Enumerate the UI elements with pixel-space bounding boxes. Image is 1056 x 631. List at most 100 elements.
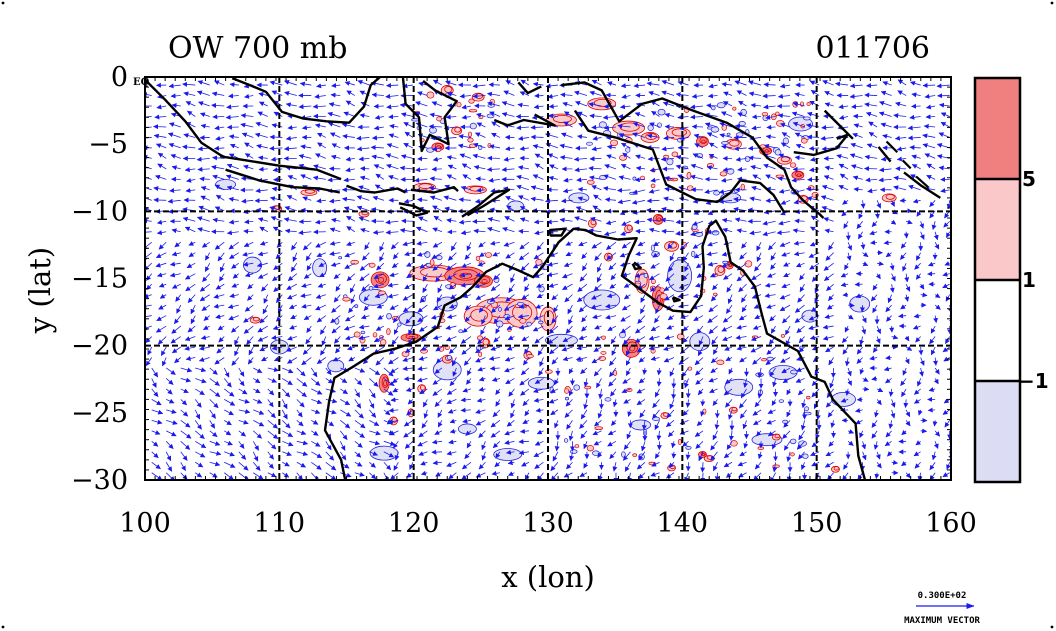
wind-vector (331, 83, 341, 88)
ow-contour-speck (426, 147, 435, 153)
ow-blob (667, 464, 676, 472)
ow-blob (398, 311, 424, 327)
ow-contour-speck (801, 138, 808, 144)
wind-vector (431, 166, 442, 172)
ow-contour-speck (498, 307, 502, 312)
ow-blob-core (383, 380, 388, 387)
plot-title-right: 011706 (815, 31, 930, 66)
ow-blob-fill (451, 126, 463, 136)
ow-contour-speck (719, 171, 728, 177)
ow-blob (728, 406, 738, 414)
ow-blob (660, 412, 670, 419)
corner-mark-top-right (1050, 1, 1054, 5)
ow-contour-speck (806, 395, 811, 400)
colorbar-bin-weak (975, 179, 1020, 280)
ow-contour-speck (761, 112, 769, 117)
x-tick-label: 160 (925, 508, 977, 539)
ow-blob (507, 200, 525, 212)
y-axis-tick-labels: 0 −5 −10 −15 −20 −25 −30 (71, 62, 128, 496)
ow-contour-speck (713, 292, 718, 297)
ow-blob (378, 373, 390, 393)
ow-blob-fill (545, 333, 578, 347)
ow-contour-speck (686, 171, 692, 180)
ow-contour-speck (778, 399, 785, 403)
ow-contour-speck (420, 348, 428, 354)
wind-vector (388, 114, 399, 120)
ow-blob (539, 306, 557, 332)
ow-contour-speck (650, 278, 656, 284)
wind-vector (708, 83, 718, 89)
wind-vector (418, 81, 428, 87)
ow-contour-speck (685, 445, 692, 450)
ow-contour-speck (487, 142, 492, 148)
wind-vector (620, 83, 631, 89)
wind-vector (214, 80, 225, 86)
ow-contour-speck (338, 256, 343, 260)
ow-contour-speck (782, 419, 789, 424)
ow-contour-speck (790, 369, 798, 375)
ow-blob (249, 316, 261, 324)
ow-contour-speck (484, 252, 492, 258)
ow-contour-speck (564, 396, 570, 401)
wind-vector (520, 79, 530, 86)
ow-blob-fill (714, 265, 726, 276)
wind-vector (920, 428, 928, 434)
ow-contour-speck (650, 244, 655, 252)
ow-contour-speck (804, 406, 810, 411)
ow-blob (664, 240, 679, 252)
ow-contour-speck (776, 120, 785, 127)
ow-contour-speck (651, 251, 660, 258)
ow-blob-contour (717, 266, 725, 273)
ow-blob (771, 433, 781, 441)
ow-blob-contour (553, 114, 572, 123)
ow-blob (881, 193, 897, 203)
wind-vector (646, 81, 660, 87)
ow-contour-speck (573, 384, 580, 391)
ow-contour-speck (671, 151, 679, 157)
ow-contour-speck (774, 149, 782, 156)
ow-blob (777, 155, 792, 165)
wind-vector (748, 80, 762, 86)
ow-contour-speck (468, 131, 473, 138)
ow-contour-speck (354, 304, 359, 308)
ow-contour-speck (563, 438, 569, 443)
ow-blob (327, 359, 345, 373)
ow-blob-contour (626, 341, 639, 354)
wind-vector (269, 80, 283, 86)
ow-contour-speck (600, 350, 607, 355)
ow-contour-speck (710, 105, 716, 111)
ow-contour-speck (713, 190, 720, 196)
ow-contour-speck (803, 116, 811, 121)
ow-contour-speck (721, 141, 729, 145)
ow-blob-core (481, 278, 488, 284)
y-tick-label: −10 (71, 196, 128, 227)
reference-vector-legend: 0.300E+02 MAXIMUM VECTOR (904, 591, 980, 626)
ow-blob-fill (881, 193, 897, 203)
ow-contour-speck (775, 174, 785, 179)
wind-vector (316, 83, 326, 89)
ow-blob-contour (626, 224, 633, 231)
ow-contour-speck (598, 355, 607, 361)
ow-contour-speck (426, 91, 435, 99)
x-tick-label: 150 (791, 508, 843, 539)
ow-contour-speck (475, 255, 481, 262)
wind-vector (633, 83, 646, 89)
x-tick-label: 120 (388, 508, 440, 539)
wind-vector (897, 79, 907, 86)
ow-contour-speck (564, 388, 570, 394)
y-tick-label: −15 (71, 264, 128, 295)
ow-blob-contour (833, 466, 840, 471)
ow-contour-speck (584, 385, 592, 390)
ow-contour-speck (386, 312, 392, 320)
ow-contour-speck (353, 331, 361, 338)
ow-blob-fill (849, 295, 871, 313)
wind-vector (445, 80, 457, 86)
ow-contour-speck (657, 108, 666, 116)
ow-contour-speck (604, 397, 612, 402)
wind-vector (212, 114, 225, 120)
ow-blob-contour (645, 133, 657, 140)
ow-contour-speck (790, 452, 795, 457)
ow-contour-speck (806, 102, 811, 107)
ow-contour-speck (570, 449, 578, 454)
ow-contour-speck (446, 355, 452, 360)
